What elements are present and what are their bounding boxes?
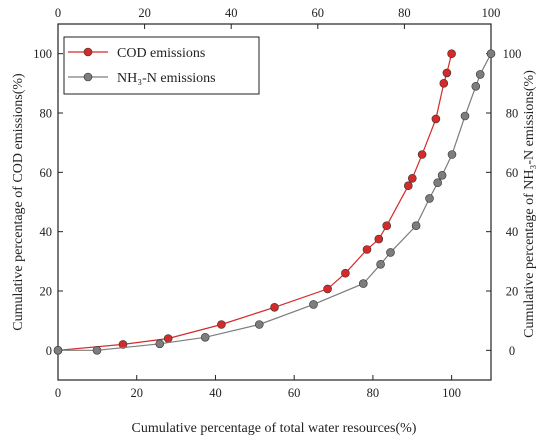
data-point-series-1 [118,340,128,349]
y-axis-title-right: Cumulative percentage of NH₃-N emissions… [522,70,537,338]
legend-marker-2 [83,72,93,82]
x-bottom-tick-label: 100 [442,386,461,400]
x-top-tick-label: 20 [138,6,151,20]
data-point-series-1 [362,245,372,254]
data-point-series-2 [471,82,481,91]
data-point-series-2 [53,345,63,355]
y-left-tick-label: 60 [40,166,53,180]
x-bottom-tick-label: 0 [55,386,61,400]
data-point-series-1 [447,49,456,59]
data-point-series-2 [386,248,395,257]
x-bottom-tick-label: 80 [367,386,380,400]
data-point-series-2 [437,171,447,180]
y-right-tick-label: 40 [506,225,519,239]
x-top-tick-label: 60 [312,6,325,20]
y-left-tick-label: 40 [40,225,53,239]
data-point-series-2 [92,345,102,355]
data-point-series-1 [442,68,452,78]
x-top-tick-label: 0 [55,6,61,20]
x-top-tick-label: 100 [482,6,501,20]
y-right-tick-label: 80 [506,107,519,121]
data-point-series-1 [341,268,350,278]
y-left-tick-label: 80 [40,107,53,121]
y-right-tick-label: 20 [506,285,519,299]
series-line-1 [57,53,453,351]
data-point-series-1 [439,79,449,88]
legend-label-2: NH₃-N emissions [117,71,216,86]
data-point-series-1 [382,221,392,230]
data-point-series-1 [407,174,417,183]
data-point-series-1 [417,150,427,159]
data-point-series-2 [447,150,457,159]
data-point-series-2 [358,279,368,288]
data-point-series-1 [323,284,332,294]
data-point-series-2 [376,259,385,269]
data-point-series-2 [433,178,443,187]
y-right-tick-label: 100 [503,47,522,61]
data-point-series-1 [217,320,226,329]
y-left-tick-label: 100 [33,47,52,61]
x-top-tick-label: 80 [398,6,411,20]
data-point-series-1 [403,181,413,190]
data-point-series-2 [200,332,210,342]
x-bottom-tick-label: 60 [288,386,301,400]
x-axis-title: Cumulative percentage of total water res… [132,421,417,436]
x-top-tick-label: 40 [225,6,238,20]
data-point-series-1 [163,334,173,343]
legend-box [63,36,260,95]
series-line-2 [58,53,492,351]
data-point-series-1 [374,234,384,244]
y-right-tick-label: 60 [506,166,519,180]
plot-frame [57,23,492,381]
y-axis-title-left: Cumulative percentage of COD emissions(%… [11,73,26,331]
data-point-series-2 [254,320,264,329]
x-bottom-tick-label: 40 [209,386,222,400]
data-point-series-2 [475,70,485,79]
data-point-series-1 [431,114,441,124]
data-point-series-2 [425,194,434,203]
y-left-tick-label: 0 [46,344,52,358]
x-bottom-tick-label: 20 [130,386,143,400]
data-point-series-2 [309,300,318,309]
y-right-tick-label: 0 [509,344,515,358]
legend-label-1: COD emissions [117,46,205,61]
data-point-series-2 [486,49,496,59]
y-left-tick-label: 20 [40,285,53,299]
legend-marker-1 [83,47,93,57]
data-point-series-2 [460,111,470,121]
data-point-series-2 [155,339,165,349]
data-point-series-2 [411,221,421,230]
data-point-series-1 [270,302,279,312]
